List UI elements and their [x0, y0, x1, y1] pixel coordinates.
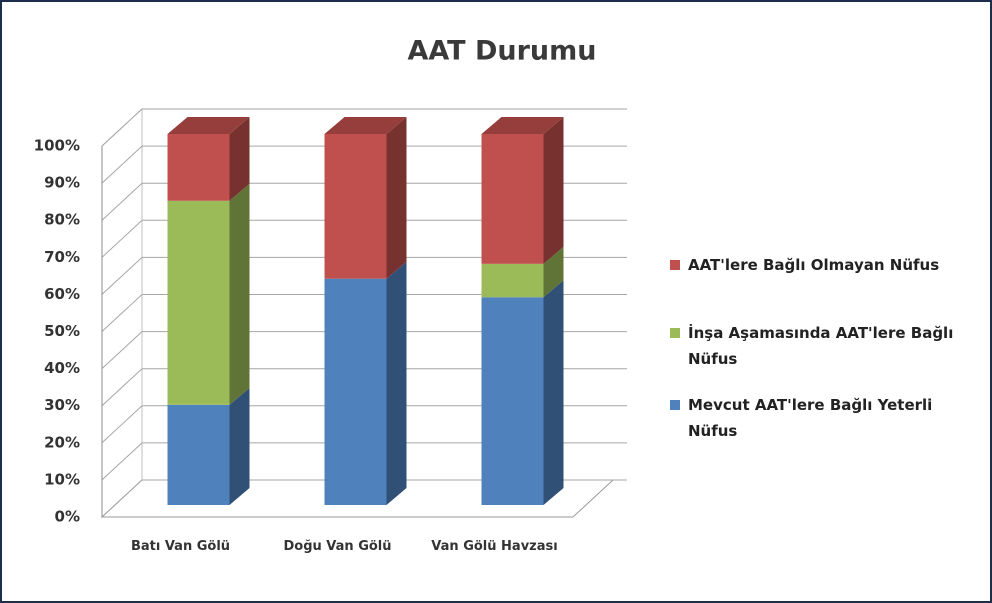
- grid-line: [101, 331, 627, 369]
- legend-swatch: [670, 260, 680, 270]
- x-tick-label: Doğu Van Gölü: [283, 539, 392, 554]
- grid-line: [101, 405, 627, 444]
- legend-item: AAT'lere Bağlı Olmayan Nüfus: [670, 252, 958, 278]
- legend-label: Mevcut AAT'lere Bağlı Yeterli Nüfus: [688, 396, 933, 440]
- legend-label: AAT'lere Bağlı Olmayan Nüfus: [688, 256, 940, 274]
- bar-side: [386, 261, 407, 505]
- x-tick-label: Van Gölü Havzası: [431, 539, 558, 554]
- bar-segment: [167, 200, 230, 405]
- y-tick-label: 10%: [44, 470, 80, 488]
- legend-item: İnşa Aşamasında AAT'lere Bağlı Nüfus: [670, 320, 958, 372]
- bar-side: [229, 117, 250, 201]
- y-tick-label: 50%: [44, 322, 80, 340]
- y-tick-label: 0%: [55, 508, 80, 526]
- y-tick-label: 80%: [44, 211, 80, 229]
- grid-line: [101, 108, 627, 147]
- y-tick-label: 60%: [44, 285, 80, 303]
- bar-side: [386, 117, 407, 279]
- y-tick-label: 20%: [44, 433, 80, 451]
- grid-line: [101, 256, 627, 295]
- y-tick-label: 100%: [34, 137, 80, 155]
- legend-swatch: [670, 328, 680, 338]
- bar-side: [543, 280, 564, 505]
- y-tick-label: 70%: [44, 248, 80, 266]
- bar-segment: [167, 134, 230, 201]
- legend-item: Mevcut AAT'lere Bağlı Yeterli Nüfus: [670, 392, 958, 444]
- bar-segment: [167, 404, 230, 505]
- bar-side: [543, 117, 564, 264]
- chart-title: AAT Durumu: [407, 36, 596, 67]
- y-tick-label: 40%: [44, 359, 80, 377]
- y-tick-label: 30%: [44, 396, 80, 414]
- bar-side: [229, 387, 250, 505]
- grid-line: [101, 145, 627, 184]
- grid-line: [101, 294, 627, 332]
- grid-line: [101, 479, 627, 518]
- bar-top: [324, 117, 407, 134]
- bar-segment: [481, 134, 544, 264]
- bar-top: [481, 117, 564, 134]
- legend-swatch: [670, 400, 680, 410]
- bar-segment: [324, 278, 387, 505]
- grid-line: [101, 442, 627, 481]
- bar-side: [543, 246, 564, 298]
- bar-top: [167, 117, 250, 134]
- x-tick-label: Batı Van Gölü: [130, 539, 231, 554]
- grid-line: [101, 182, 627, 221]
- y-tick-label: 90%: [44, 174, 80, 192]
- grid-line: [101, 219, 627, 258]
- bar-segment: [481, 297, 544, 505]
- bar-segment: [481, 263, 544, 298]
- bar-segment: [324, 134, 387, 279]
- grid-line: [101, 368, 627, 407]
- bar-side: [229, 183, 250, 405]
- legend-label: İnşa Aşamasında AAT'lere Bağlı Nüfus: [688, 324, 954, 368]
